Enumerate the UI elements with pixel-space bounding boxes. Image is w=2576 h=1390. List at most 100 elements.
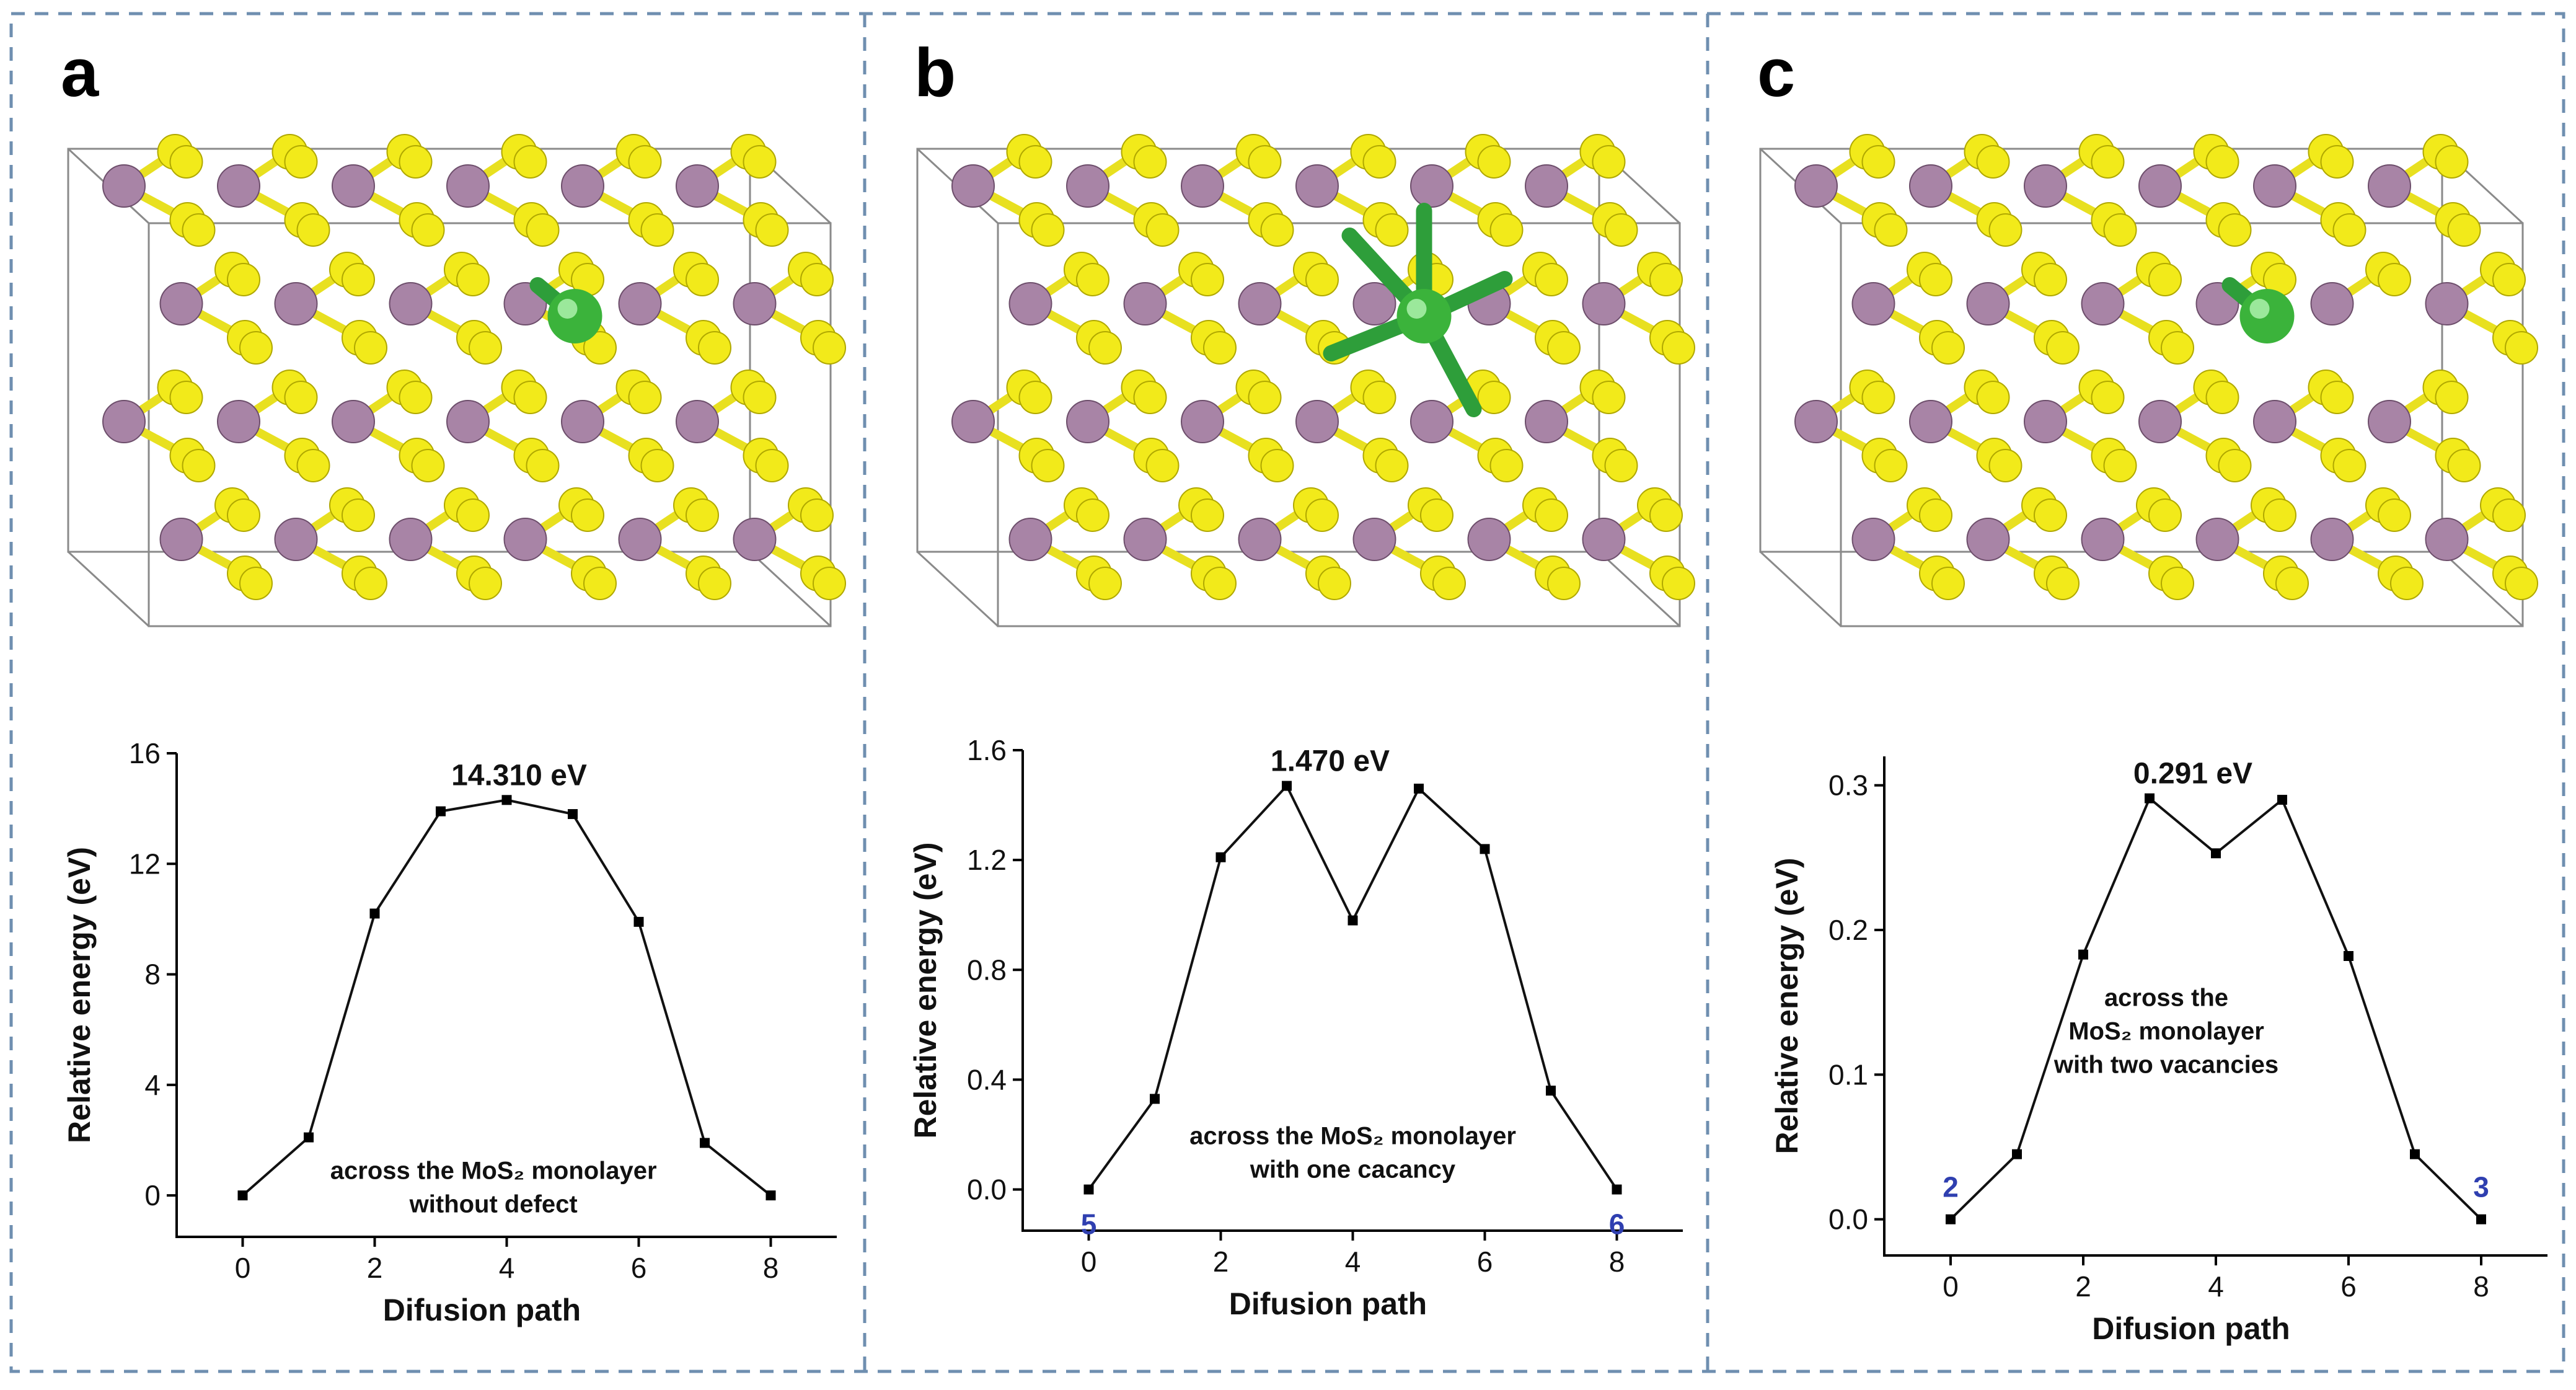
molybdenum-atom: [733, 518, 777, 561]
x-tick-label: 2: [367, 1252, 383, 1284]
x-tick-label: 2: [1213, 1246, 1229, 1278]
molybdenum-atom: [561, 164, 604, 208]
molybdenum-atom: [2138, 164, 2182, 208]
y-tick-label: 0.4: [967, 1063, 1007, 1096]
sulfur-atom: [755, 449, 789, 482]
sulfur-atom: [2447, 213, 2481, 247]
barrier-label: 14.310 eV: [451, 759, 587, 792]
y-tick-label: 0.2: [1828, 914, 1868, 946]
cell-front: [148, 222, 832, 627]
y-tick-label: 8: [144, 958, 161, 991]
sulfur-atom: [342, 498, 375, 532]
sulfur-atom: [513, 145, 547, 179]
molybdenum-atom: [733, 282, 777, 325]
sulfur-atom: [1260, 449, 1294, 482]
chlorine-atom: [1396, 289, 1452, 343]
molybdenum-atom: [389, 518, 433, 561]
sulfur-atom: [2218, 213, 2252, 247]
molybdenum-atom: [1238, 518, 1282, 561]
sulfur-atom: [1489, 213, 1524, 247]
sulfur-atom: [583, 567, 617, 600]
panel-letter-c: c: [1757, 35, 1795, 111]
start-label: 2: [1943, 1171, 1959, 1203]
sulfur-atom: [1420, 498, 1453, 532]
molybdenum-atom: [446, 164, 490, 208]
sulfur-atom: [1031, 449, 1065, 482]
y-tick-label: 0: [144, 1179, 161, 1211]
sulfur-atom: [1604, 449, 1638, 482]
sulfur-atom: [813, 331, 846, 365]
cell-edge: [916, 551, 999, 627]
molybdenum-atom: [1851, 518, 1895, 561]
chlorine-atom: [2239, 289, 2295, 343]
sulfur-atom: [182, 213, 216, 247]
x-tick-label: 6: [631, 1252, 647, 1284]
data-point: [237, 1190, 248, 1201]
sulfur-atom: [239, 331, 273, 365]
sulfur-atom: [1375, 213, 1409, 247]
sulfur-atom: [469, 331, 502, 365]
sulfur-atom: [1248, 381, 1282, 414]
x-tick-label: 6: [1477, 1246, 1493, 1278]
sulfur-atom: [296, 449, 330, 482]
y-axis-label: Relative energy (eV): [908, 843, 943, 1139]
data-point: [1150, 1094, 1160, 1104]
sulfur-atom: [2205, 145, 2239, 179]
sulfur-atom: [1260, 213, 1294, 247]
end-label: 6: [1609, 1208, 1625, 1241]
sulfur-atom: [1976, 381, 2010, 414]
data-point: [1414, 784, 1424, 794]
molybdenum-atom: [503, 518, 547, 561]
sulfur-atom: [640, 449, 674, 482]
sulfur-atom: [2205, 381, 2239, 414]
molybdenum-atom: [1181, 164, 1224, 208]
cell-edge: [2441, 551, 2524, 627]
molybdenum-atom: [2310, 518, 2354, 561]
molybdenum-atom: [1966, 518, 2010, 561]
molybdenum-atom: [951, 164, 995, 208]
sulfur-atom: [1145, 213, 1180, 247]
sulfur-atom: [411, 213, 445, 247]
molybdenum-atom: [2253, 400, 2296, 443]
chlorine-highlight: [557, 299, 578, 319]
sulfur-atom: [698, 567, 731, 600]
sulfur-atom: [354, 567, 387, 600]
x-tick-label: 8: [1609, 1246, 1625, 1278]
molybdenum-atom: [2081, 282, 2125, 325]
molybdenum-atom: [2024, 164, 2067, 208]
molybdenum-atom: [332, 164, 375, 208]
sulfur-atom: [571, 498, 604, 532]
barrier-label: 1.470 eV: [1271, 745, 1390, 778]
sulfur-atom: [1931, 331, 1965, 365]
sulfur-atom: [1535, 263, 1568, 296]
sulfur-atom: [2161, 567, 2194, 600]
outer-frame: [9, 12, 2565, 1373]
molybdenum-atom: [1794, 400, 1838, 443]
sulfur-atom: [1649, 263, 1683, 296]
molybdenum-atom: [676, 400, 719, 443]
molybdenum-atom: [159, 518, 203, 561]
data-point: [1282, 781, 1292, 791]
sulfur-atom: [2091, 381, 2125, 414]
barrier-label: 0.291 eV: [2133, 758, 2252, 790]
sulfur-atom: [2103, 449, 2137, 482]
sulfur-atom: [2320, 381, 2354, 414]
cell-edge: [1759, 551, 1842, 627]
data-point: [369, 908, 380, 919]
data-point: [2012, 1149, 2022, 1159]
sulfur-atom: [1018, 145, 1052, 179]
sulfur-atom: [1604, 213, 1638, 247]
chart-annotation: without defect: [409, 1190, 578, 1218]
cell-edge: [749, 551, 832, 627]
sulfur-atom: [354, 331, 387, 365]
molybdenum-atom: [2368, 164, 2411, 208]
axis-frame: [1883, 756, 2547, 1257]
sulfur-atom: [1318, 567, 1351, 600]
sulfur-atom: [1076, 263, 1109, 296]
sulfur-atom: [755, 213, 789, 247]
panel-frames: [9, 12, 2565, 1373]
x-tick-label: 4: [1345, 1246, 1361, 1278]
chart-c: 0.0 0.1 0.2 0.3 0 2 4 6 8 Difusion path Relative e…: [1770, 756, 2547, 1346]
chart-annotation: across the MoS₂ monolayer: [1189, 1123, 1516, 1150]
chart-annotation: with one cacancy: [1250, 1156, 1456, 1184]
